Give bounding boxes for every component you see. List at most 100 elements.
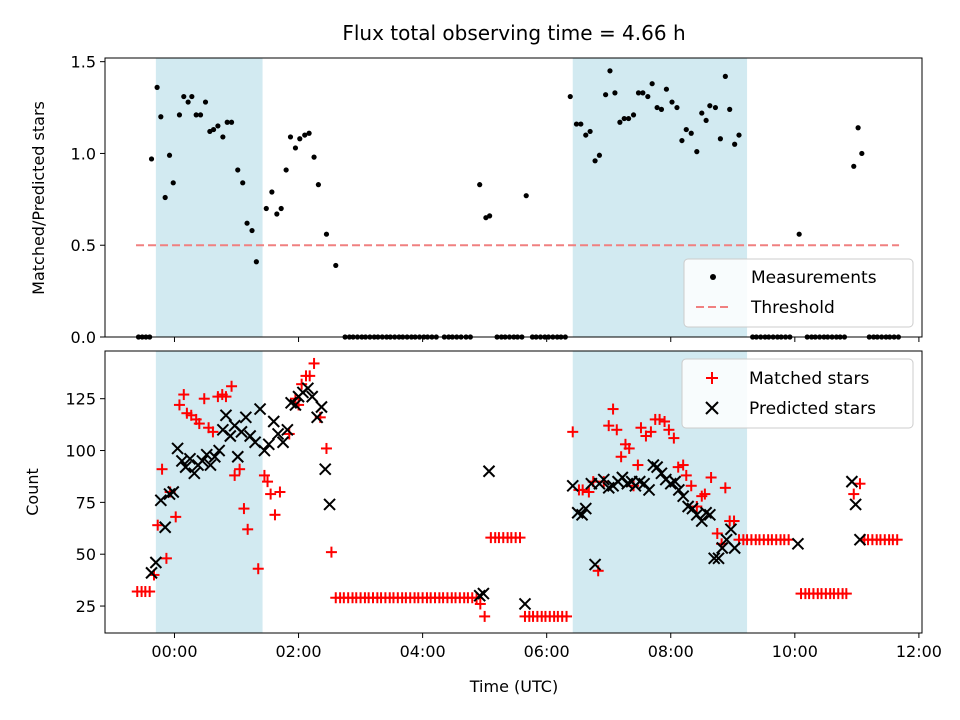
matched-star-point [840,588,852,600]
y-tick-label: 0.5 [71,236,96,255]
predicted-star-point [597,473,610,486]
measurement-point [278,205,284,212]
bottom-legend-box [681,358,914,429]
predicted-star-stroke-b [720,533,733,546]
x-tick-label: 10:00 [772,642,818,661]
predicted-star-point [849,498,862,511]
predicted-star-stroke-b [216,423,230,437]
matched-star-point [269,509,281,521]
predicted-star-point [267,415,280,428]
predicted-star-stroke-b [228,419,241,432]
chart-title: Flux total observing time = 4.66 h [342,21,685,45]
predicted-star-point [301,382,315,395]
measurement-point [703,117,709,124]
predicted-star-stroke-b [716,541,729,555]
predicted-star-stroke-b [289,398,302,412]
predicted-star-stroke-b [310,411,324,424]
predicted-star-stroke-b [518,597,532,611]
measurement-point [154,84,160,90]
legend-matched-marker [706,372,718,384]
matched-star-point [783,534,795,546]
measurement-point [228,119,235,125]
predicted-star-stroke-b [724,523,738,536]
predicted-star-stroke-b [319,462,332,476]
predicted-star-point [149,556,163,569]
x-tick-label: 00:00 [151,642,197,661]
matched-star-point [685,480,697,492]
predicted-star-stroke-b [849,498,862,511]
predicted-star-point [271,427,285,441]
matched-star-point [258,469,270,481]
measurement-point [645,93,651,100]
predicted-star-stroke-b [699,506,713,519]
legend-predicted-marker [705,401,719,415]
predicted-star-point [319,462,332,476]
predicted-star-point [196,454,209,468]
measurement-point [210,126,217,133]
predicted-star-stroke-b [728,541,741,555]
predicted-star-point [853,533,867,546]
matched-star-point [577,484,589,496]
matched-star-point [178,389,190,401]
predicted-star-point [224,429,237,443]
y-tick-label: 100 [65,442,96,461]
predicted-star-point [712,552,725,565]
measurement-point [859,150,865,157]
predicted-star-point [235,425,248,439]
measurement-point [625,115,632,122]
top-y-ticks: 0.0 0.5 1.0 1.5 [71,53,105,347]
matched-star-point [193,418,205,430]
measurement-point [635,90,642,96]
predicted-star-point [676,489,690,503]
legend-measurements-label: Measurements [751,268,877,288]
measurement-point [855,125,861,131]
predicted-star-point [305,390,319,403]
y-tick-label: 0.0 [71,328,96,347]
matched-star-point [144,586,156,598]
predicted-star-stroke-b [703,508,717,522]
measurement-point [306,130,312,136]
predicted-star-stroke-b [690,508,704,522]
predicted-star-stroke-b [175,454,189,468]
matched-star-point [891,534,903,546]
measurement-point [487,213,493,219]
matched-star-point [659,416,671,427]
matched-star-point [854,478,866,490]
predicted-star-point [276,436,290,449]
measurement-point [717,136,723,142]
top-panel: 0.0 0.5 1.0 1.5 Matched/Predicted stars Mea… [29,53,923,347]
predicted-star-point [642,483,656,497]
matched-star-point [304,370,316,382]
matched-star-point [238,503,250,515]
measurement-point [274,211,280,217]
predicted-star-stroke-b [672,483,686,497]
predicted-star-stroke-b [179,460,192,474]
measurement-point [220,134,226,140]
bottom-legend: Matched stars Predicted stars [681,358,914,429]
predicted-star-stroke-b [668,475,682,488]
predicted-star-point [188,467,201,480]
measurement-point [573,121,580,127]
matched-star-point [479,610,491,622]
predicted-star-stroke-b [695,514,708,528]
predicted-star-stroke-b [482,465,496,478]
x-tick-label: 04:00 [400,642,446,661]
top-legend-box [683,258,914,328]
x-tick-label: 06:00 [524,642,570,661]
matched-star-point [645,426,657,438]
predicted-star-point [310,411,324,424]
predicted-star-point [315,400,328,414]
bottom-panel: 00:00 02:00 04:00 06:00 08:00 10:00 12:00 25 50… [23,350,942,696]
predicted-star-stroke-b [579,502,592,515]
predicted-star-point [158,521,172,534]
predicted-star-point [575,508,589,522]
matched-star-point [611,424,623,436]
legend-predicted-label: Predicted stars [749,399,876,419]
measurement-point [315,182,322,188]
predicted-star-point [477,587,490,600]
measurement-point [607,68,613,74]
matched-star-point [262,476,274,488]
matched-star-point [198,393,210,405]
predicted-star-stroke-b [712,552,725,565]
matched-star-point [242,523,254,535]
